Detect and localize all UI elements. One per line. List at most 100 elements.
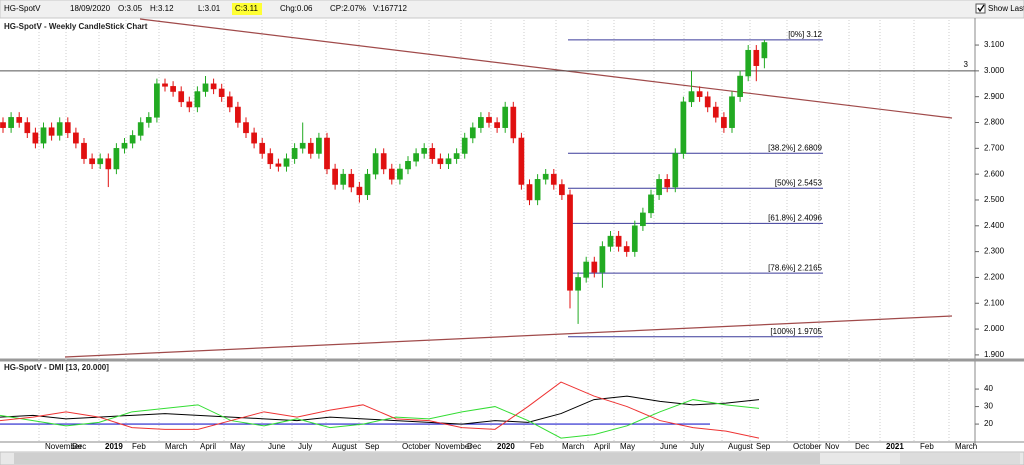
candle-body [542,173,549,180]
candle-body [259,142,266,154]
candle [372,148,379,180]
y-tick-label: 1.900 [984,350,1005,359]
candle-body [567,194,573,291]
y-tick-label: 2.300 [984,247,1005,256]
fib-label: [100%] 1.9705 [770,327,822,336]
candle [575,272,581,324]
candle [251,127,257,149]
candle [178,86,185,108]
candle [48,122,55,141]
candle-body [170,86,176,92]
show-last-label[interactable]: Show Last [988,4,1024,13]
candle [105,153,112,188]
candle-body [712,106,719,118]
scroll-thumb[interactable] [14,453,820,464]
fib-label: [61.8%] 2.4096 [768,213,822,222]
candle [283,153,290,172]
candle-body [154,83,160,118]
candle [672,148,679,193]
show-last-checkbox[interactable] [975,3,986,14]
candle [56,117,63,141]
candle-body [283,158,290,167]
candle-body [437,158,444,165]
x-tick-label: March [955,442,977,451]
candle [656,174,662,200]
x-tick-label: April [594,442,610,451]
trendline-lower [64,315,953,358]
grid [38,20,950,442]
candle [461,132,468,159]
price-pane-title: HG-SpotV - Weekly CandleStick Chart [4,22,148,31]
candle [154,78,160,123]
candle-body [599,246,606,273]
candle [502,101,509,133]
symbol: HG-SpotV [4,4,41,13]
x-tick-label: Feb [530,442,544,451]
candle [97,153,104,169]
candle [226,91,233,113]
candle-body [583,261,590,278]
y-tick-label: 30 [984,402,993,411]
candle [648,189,654,219]
candle-body [494,122,500,128]
candle-body [48,127,55,136]
x-tick-label: Feb [132,442,146,451]
x-tick-label: May [230,442,245,451]
candle-body [64,122,71,134]
y-tick-label: 40 [984,384,993,393]
y-tick-label: 2.100 [984,298,1005,307]
candle-body [664,179,671,188]
volume: V:167712 [373,4,408,13]
nav-buttons[interactable] [900,453,1020,464]
candle-body [397,168,403,180]
candle-body [81,142,87,159]
candle-body [97,158,104,165]
candle [413,148,419,167]
open: O:3.05 [118,4,143,13]
candle [194,86,201,113]
candle-body [356,186,363,196]
candle [745,45,752,82]
candle [761,39,768,69]
candle-body [413,153,419,162]
candle-body [405,160,411,170]
candle-body [348,173,355,188]
candle [316,132,322,159]
candle-body [0,122,6,128]
candle-body [73,132,79,144]
candle-body [210,83,217,90]
candle [397,163,403,185]
candle [437,153,444,169]
candle [348,168,355,193]
candle-body [186,101,193,108]
candle-body [478,117,484,128]
candle-body [672,153,679,188]
candle [113,143,120,175]
candle [8,112,14,133]
candle-body [534,179,541,201]
candle-body [680,101,687,154]
candle-body [243,122,249,134]
candle [32,127,39,149]
trendline-upper [139,18,953,119]
candle [664,174,671,193]
x-tick-label: Dec [72,442,86,451]
candle [405,156,411,175]
candle-body [56,122,63,136]
x-tick-label: 2019 [105,442,123,451]
candle-body [615,235,622,247]
candle-body [631,225,638,252]
y-tick-label: 2.800 [984,118,1005,127]
y-tick-label: 2.000 [984,324,1005,333]
candle-body [226,96,233,108]
candle [291,143,298,164]
change: Chg:0.06 [280,4,313,13]
candle [753,45,760,82]
candle [583,256,590,283]
candle-body [291,148,298,159]
candle-body [32,132,39,144]
fib-label: [0%] 3.12 [788,30,822,39]
candle-body [121,142,128,149]
x-tick-label: April [200,442,216,451]
candle-body [753,49,760,66]
